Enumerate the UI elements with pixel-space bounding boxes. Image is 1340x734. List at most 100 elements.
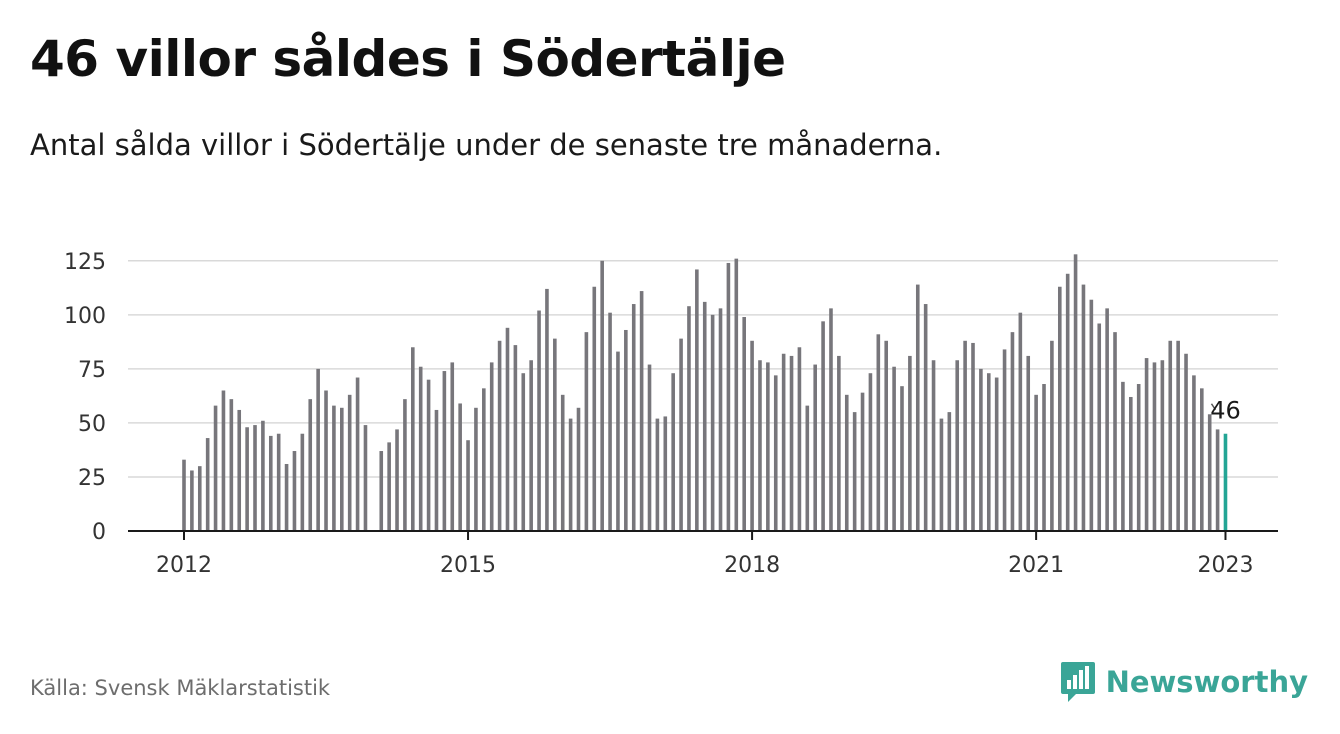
bar [513,345,518,531]
bar [923,304,928,531]
bar [347,394,352,531]
bar [931,360,936,531]
bar [1097,323,1102,531]
bar [592,286,597,531]
bar [268,435,273,531]
bar [1152,362,1157,531]
bar [553,338,557,531]
brand-logo: Newsworthy [1060,660,1308,704]
bar [332,405,336,531]
bar [1184,353,1188,531]
y-tick-label: 125 [64,250,106,275]
bar [1129,396,1133,531]
bar [1050,340,1054,531]
bar [340,407,344,531]
bar [229,399,234,531]
bar [363,425,368,531]
bar [568,418,573,531]
bar [663,416,668,531]
bar [1207,414,1212,531]
bar [411,347,415,531]
x-tick-label: 2021 [1008,553,1064,578]
bar [1144,358,1149,531]
bar [624,329,628,531]
bar [1057,286,1062,531]
bar [418,366,423,531]
bar [1042,384,1046,531]
bar [971,342,975,531]
bar [387,442,391,531]
bar [679,338,683,531]
bar [876,334,881,531]
bar [726,262,731,531]
label-leader-line [1210,403,1217,411]
bar [355,377,360,531]
bar [813,364,817,531]
bar [182,459,186,531]
bar [947,412,952,531]
bar [245,427,249,531]
bar [434,409,439,531]
bar [844,394,849,531]
bar [1192,375,1196,531]
bar [908,355,912,531]
y-tick-label: 50 [78,412,106,437]
bar [986,373,991,531]
bar [631,304,636,531]
bar [474,407,478,531]
bar [403,399,407,531]
brand-name: Newsworthy [1105,665,1308,699]
bar [545,288,549,531]
bar [584,332,589,531]
bar [655,418,660,531]
bar [253,425,257,531]
bar [781,353,786,531]
bar [758,360,762,531]
bar [197,466,202,531]
bar [442,371,447,531]
y-tick-label: 100 [64,304,106,329]
bar [892,366,896,531]
bar [710,314,715,531]
bar [1105,308,1109,531]
bar [979,368,983,531]
x-tick-label: 2015 [440,553,496,578]
bar [466,440,470,531]
bar [900,386,904,531]
bar [915,284,920,531]
chart-title: 46 villor såldes i Södertälje [30,30,786,88]
bar [308,399,313,531]
bar [687,306,691,531]
chart-subtitle: Antal sålda villor i Södertälje under de… [30,128,943,162]
bar [1010,332,1015,531]
bar [261,420,265,531]
bar [608,312,612,531]
x-tick-label: 2018 [724,553,780,578]
bar [718,308,723,531]
bar [458,403,462,531]
bar [671,373,675,531]
bar [521,373,526,531]
x-tick-label: 2012 [156,553,212,578]
bar [1176,340,1180,531]
bar [505,327,510,531]
bar [955,360,960,531]
bar [1121,381,1125,531]
bar-chart-logo-icon [1060,662,1095,702]
bar [489,362,494,531]
bar [766,362,770,531]
bar [1073,254,1078,532]
bar [426,379,431,531]
bar [884,340,889,531]
highlight-value-label: 46 [1210,397,1241,425]
bar [837,355,841,531]
bar [1136,384,1141,531]
bar [868,373,873,531]
bar [994,377,999,531]
bar [190,470,194,531]
highlight-bar [1223,433,1228,531]
bar [829,308,833,531]
bar [237,409,242,531]
bar [300,433,305,531]
y-tick-label: 0 [92,520,106,545]
